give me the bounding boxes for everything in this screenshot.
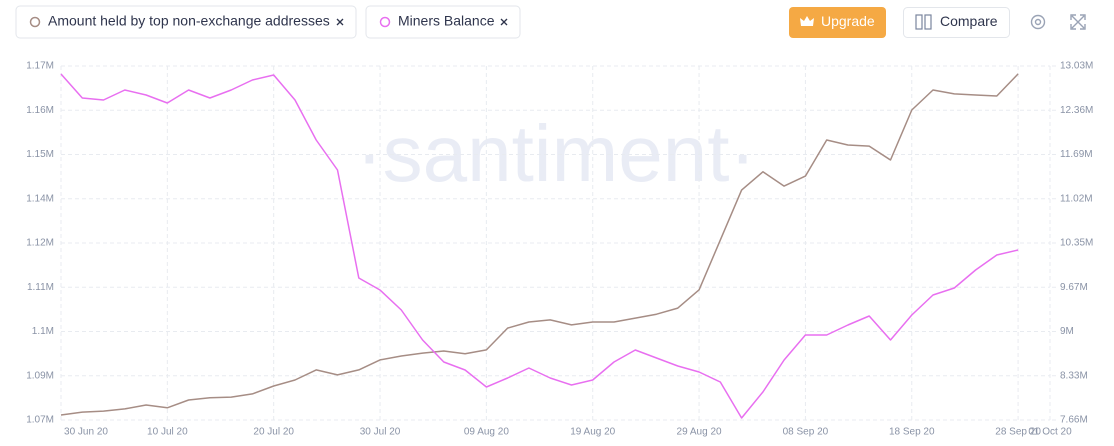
y2-tick-label: 8.33M xyxy=(1060,370,1088,381)
y-tick-label: 1.14M xyxy=(26,193,54,204)
close-icon[interactable] xyxy=(500,18,508,26)
y2-tick-label: 7.66M xyxy=(1060,415,1088,426)
y-tick-label: 1.09M xyxy=(26,370,54,381)
x-tick-label: 28 Sep 20 xyxy=(995,427,1041,438)
x-tick-label: 08 Sep 20 xyxy=(783,427,829,438)
compare-button[interactable]: Compare xyxy=(903,7,1010,38)
legend-marker xyxy=(29,16,41,28)
y-tick-label: 1.07M xyxy=(26,415,54,426)
y-tick-label: 1.15M xyxy=(26,149,54,160)
legend-label: Miners Balance xyxy=(398,13,495,29)
y-tick-label: 1.11M xyxy=(27,282,54,293)
legend-chip[interactable]: Amount held by top non-exchange addresse… xyxy=(15,5,357,39)
y2-tick-label: 12.36M xyxy=(1060,105,1093,116)
y2-tick-label: 9M xyxy=(1060,326,1074,337)
button-label: Compare xyxy=(940,13,998,29)
legend-label: Amount held by top non-exchange addresse… xyxy=(48,13,330,29)
button-label: Upgrade xyxy=(821,13,875,29)
y-tick-label: 1.1M xyxy=(32,326,54,337)
y-tick-label: 1.17M xyxy=(26,61,54,72)
watermark: ·santiment· xyxy=(356,109,756,198)
button-bg xyxy=(789,7,886,38)
fullscreen-icon[interactable] xyxy=(1070,14,1086,30)
close-icon[interactable] xyxy=(336,18,344,26)
upgrade-button[interactable]: Upgrade xyxy=(789,7,886,38)
x-tick-label: 19 Aug 20 xyxy=(570,427,615,438)
x-tick-label: 29 Aug 20 xyxy=(677,427,722,438)
series-line xyxy=(60,73,1019,419)
chip-frame xyxy=(365,5,521,39)
x-tick-label: 09 Aug 20 xyxy=(464,427,509,438)
x-tick-label: 20 Jul 20 xyxy=(253,427,294,438)
x-tick-label: 18 Sep 20 xyxy=(889,427,935,438)
y-tick-label: 1.16M xyxy=(26,105,54,116)
y2-tick-label: 10.35M xyxy=(1060,238,1093,249)
series-line xyxy=(60,73,1019,416)
x-tick-label: 10 Jul 20 xyxy=(147,427,188,438)
chip-frame xyxy=(15,5,357,39)
y2-tick-label: 11.02M xyxy=(1060,193,1093,204)
settings-icon[interactable] xyxy=(1030,14,1046,30)
y2-tick-label: 9.67M xyxy=(1060,282,1088,293)
legend-marker xyxy=(379,16,391,28)
y2-tick-label: 13.03M xyxy=(1060,61,1093,72)
crown-icon xyxy=(800,16,814,26)
y-tick-label: 1.12M xyxy=(26,238,54,249)
x-tick-label: 30 Jul 20 xyxy=(360,427,401,438)
x-tick-label: 30 Jun 20 xyxy=(64,427,108,438)
plot-area: 1.07M 1.09M 1.1M 1.11M 1.12M 1.14M 1.15M 1.16M 1… xyxy=(26,61,1093,438)
compare-icon xyxy=(915,14,932,30)
legend-chip[interactable]: Miners Balance xyxy=(365,5,521,39)
y2-tick-label: 11.69M xyxy=(1060,149,1093,160)
x-tick-label: 01 Oct 20 xyxy=(1028,427,1072,438)
